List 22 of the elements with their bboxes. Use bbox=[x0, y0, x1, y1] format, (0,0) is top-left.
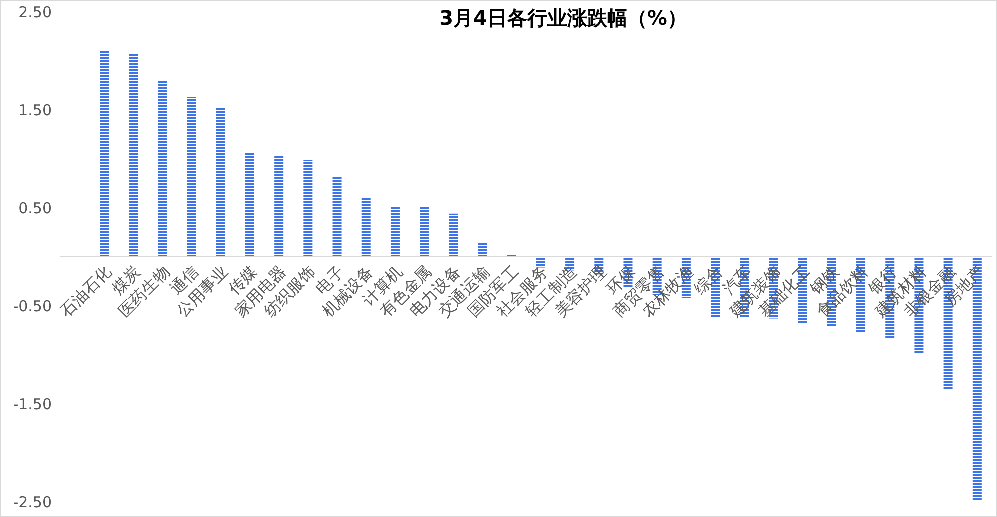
y-tick-label: 1.50 bbox=[18, 101, 52, 120]
bar bbox=[536, 257, 546, 268]
y-tick-label: 2.50 bbox=[18, 3, 52, 22]
chart-title: 3月4日各行业涨跌幅（%） bbox=[438, 5, 688, 32]
bar bbox=[449, 214, 458, 257]
y-tick-label: -1.50 bbox=[13, 395, 52, 414]
bar bbox=[478, 243, 488, 257]
bar bbox=[245, 152, 254, 257]
bar bbox=[304, 160, 313, 257]
bar bbox=[129, 53, 138, 257]
y-tick-label: -0.50 bbox=[13, 297, 52, 316]
bar bbox=[420, 206, 430, 257]
bar bbox=[362, 198, 371, 257]
bar bbox=[332, 176, 342, 257]
bar bbox=[274, 155, 284, 257]
bar bbox=[100, 51, 109, 257]
y-tick-label: -2.50 bbox=[13, 493, 52, 512]
bar bbox=[187, 97, 196, 257]
y-tick-label: 0.50 bbox=[18, 199, 52, 218]
bar bbox=[216, 107, 226, 257]
bar bbox=[390, 206, 400, 257]
bar bbox=[158, 80, 168, 257]
